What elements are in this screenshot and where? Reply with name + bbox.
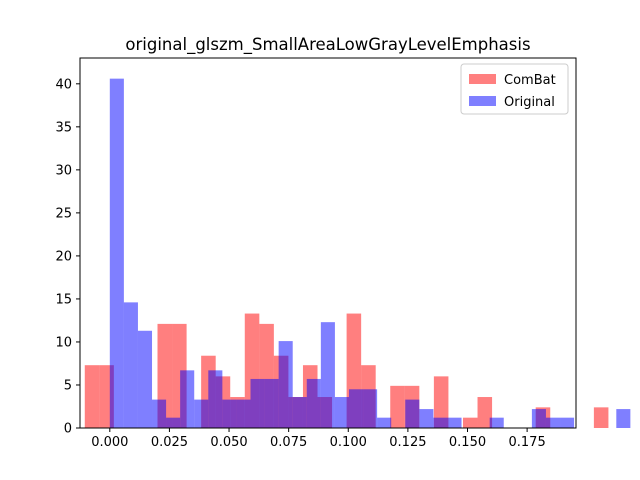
y-tick-label: 20 bbox=[55, 249, 72, 264]
bar-original-13 bbox=[292, 397, 307, 428]
y-tick-label: 30 bbox=[55, 163, 72, 178]
x-tick-label: 0.000 bbox=[91, 435, 128, 450]
bar-original-17 bbox=[348, 389, 364, 428]
series-original bbox=[109, 78, 631, 429]
bar-original-0 bbox=[109, 78, 124, 429]
bar-original-14 bbox=[306, 378, 321, 428]
bar-original-6 bbox=[194, 399, 209, 428]
bar-combat-24 bbox=[433, 376, 449, 428]
bar-combat-27 bbox=[477, 397, 493, 428]
legend-label-combat: ComBat bbox=[504, 73, 556, 88]
bar-original-23 bbox=[433, 417, 448, 428]
bar-original-18 bbox=[363, 389, 378, 428]
y-tick-label: 5 bbox=[64, 378, 72, 393]
bar-original-7 bbox=[208, 370, 223, 428]
bars-layer bbox=[84, 78, 631, 429]
plot-frame bbox=[79, 57, 577, 429]
legend-swatch-combat bbox=[469, 74, 496, 84]
x-tick-label: 0.025 bbox=[151, 435, 188, 450]
bar-original-27 bbox=[489, 417, 504, 428]
legend: ComBat Original bbox=[460, 63, 569, 115]
bar-original-8 bbox=[222, 399, 237, 428]
x-axis: 0.000 0.025 0.050 0.075 0.100 0.125 0.150 0.175 bbox=[91, 428, 546, 450]
bar-original-36 bbox=[616, 409, 631, 428]
bar-original-21 bbox=[405, 399, 420, 428]
y-axis: 0 5 10 15 20 25 30 35 40 bbox=[55, 77, 80, 437]
bar-original-9 bbox=[236, 399, 251, 428]
bar-original-5 bbox=[180, 370, 195, 428]
bar-original-30 bbox=[531, 409, 546, 428]
bar-original-11 bbox=[264, 378, 279, 428]
y-tick-label: 0 bbox=[64, 422, 72, 437]
y-tick-label: 40 bbox=[55, 77, 72, 92]
y-tick-label: 10 bbox=[55, 335, 72, 350]
bar-original-16 bbox=[334, 397, 349, 428]
bar-original-15 bbox=[320, 322, 335, 428]
chart-title: original_glszm_SmallAreaLowGrayLevelEmph… bbox=[125, 35, 530, 55]
bar-original-4 bbox=[166, 417, 181, 428]
bar-combat-26 bbox=[462, 417, 478, 428]
bar-original-32 bbox=[560, 417, 575, 428]
bar-combat-0 bbox=[84, 365, 100, 428]
bar-original-19 bbox=[377, 417, 392, 428]
x-tick-label: 0.050 bbox=[210, 435, 247, 450]
y-tick-label: 15 bbox=[55, 292, 72, 307]
bar-original-12 bbox=[278, 341, 293, 428]
bar-original-24 bbox=[447, 417, 462, 428]
bar-combat-35 bbox=[593, 407, 609, 428]
bar-original-10 bbox=[250, 378, 265, 428]
x-tick-label: 0.125 bbox=[389, 435, 426, 450]
bar-original-1 bbox=[123, 302, 138, 428]
x-tick-label: 0.175 bbox=[509, 435, 546, 450]
x-tick-label: 0.100 bbox=[330, 435, 367, 450]
legend-label-original: Original bbox=[504, 95, 555, 110]
legend-swatch-original bbox=[469, 96, 496, 106]
y-tick-label: 35 bbox=[55, 120, 72, 135]
x-tick-label: 0.150 bbox=[449, 435, 486, 450]
bar-combat-21 bbox=[390, 385, 405, 428]
bar-original-3 bbox=[152, 399, 167, 428]
bar-original-2 bbox=[137, 330, 153, 428]
bar-original-22 bbox=[419, 409, 434, 428]
y-tick-label: 25 bbox=[55, 206, 72, 221]
x-tick-label: 0.075 bbox=[270, 435, 307, 450]
bar-original-31 bbox=[545, 417, 561, 428]
